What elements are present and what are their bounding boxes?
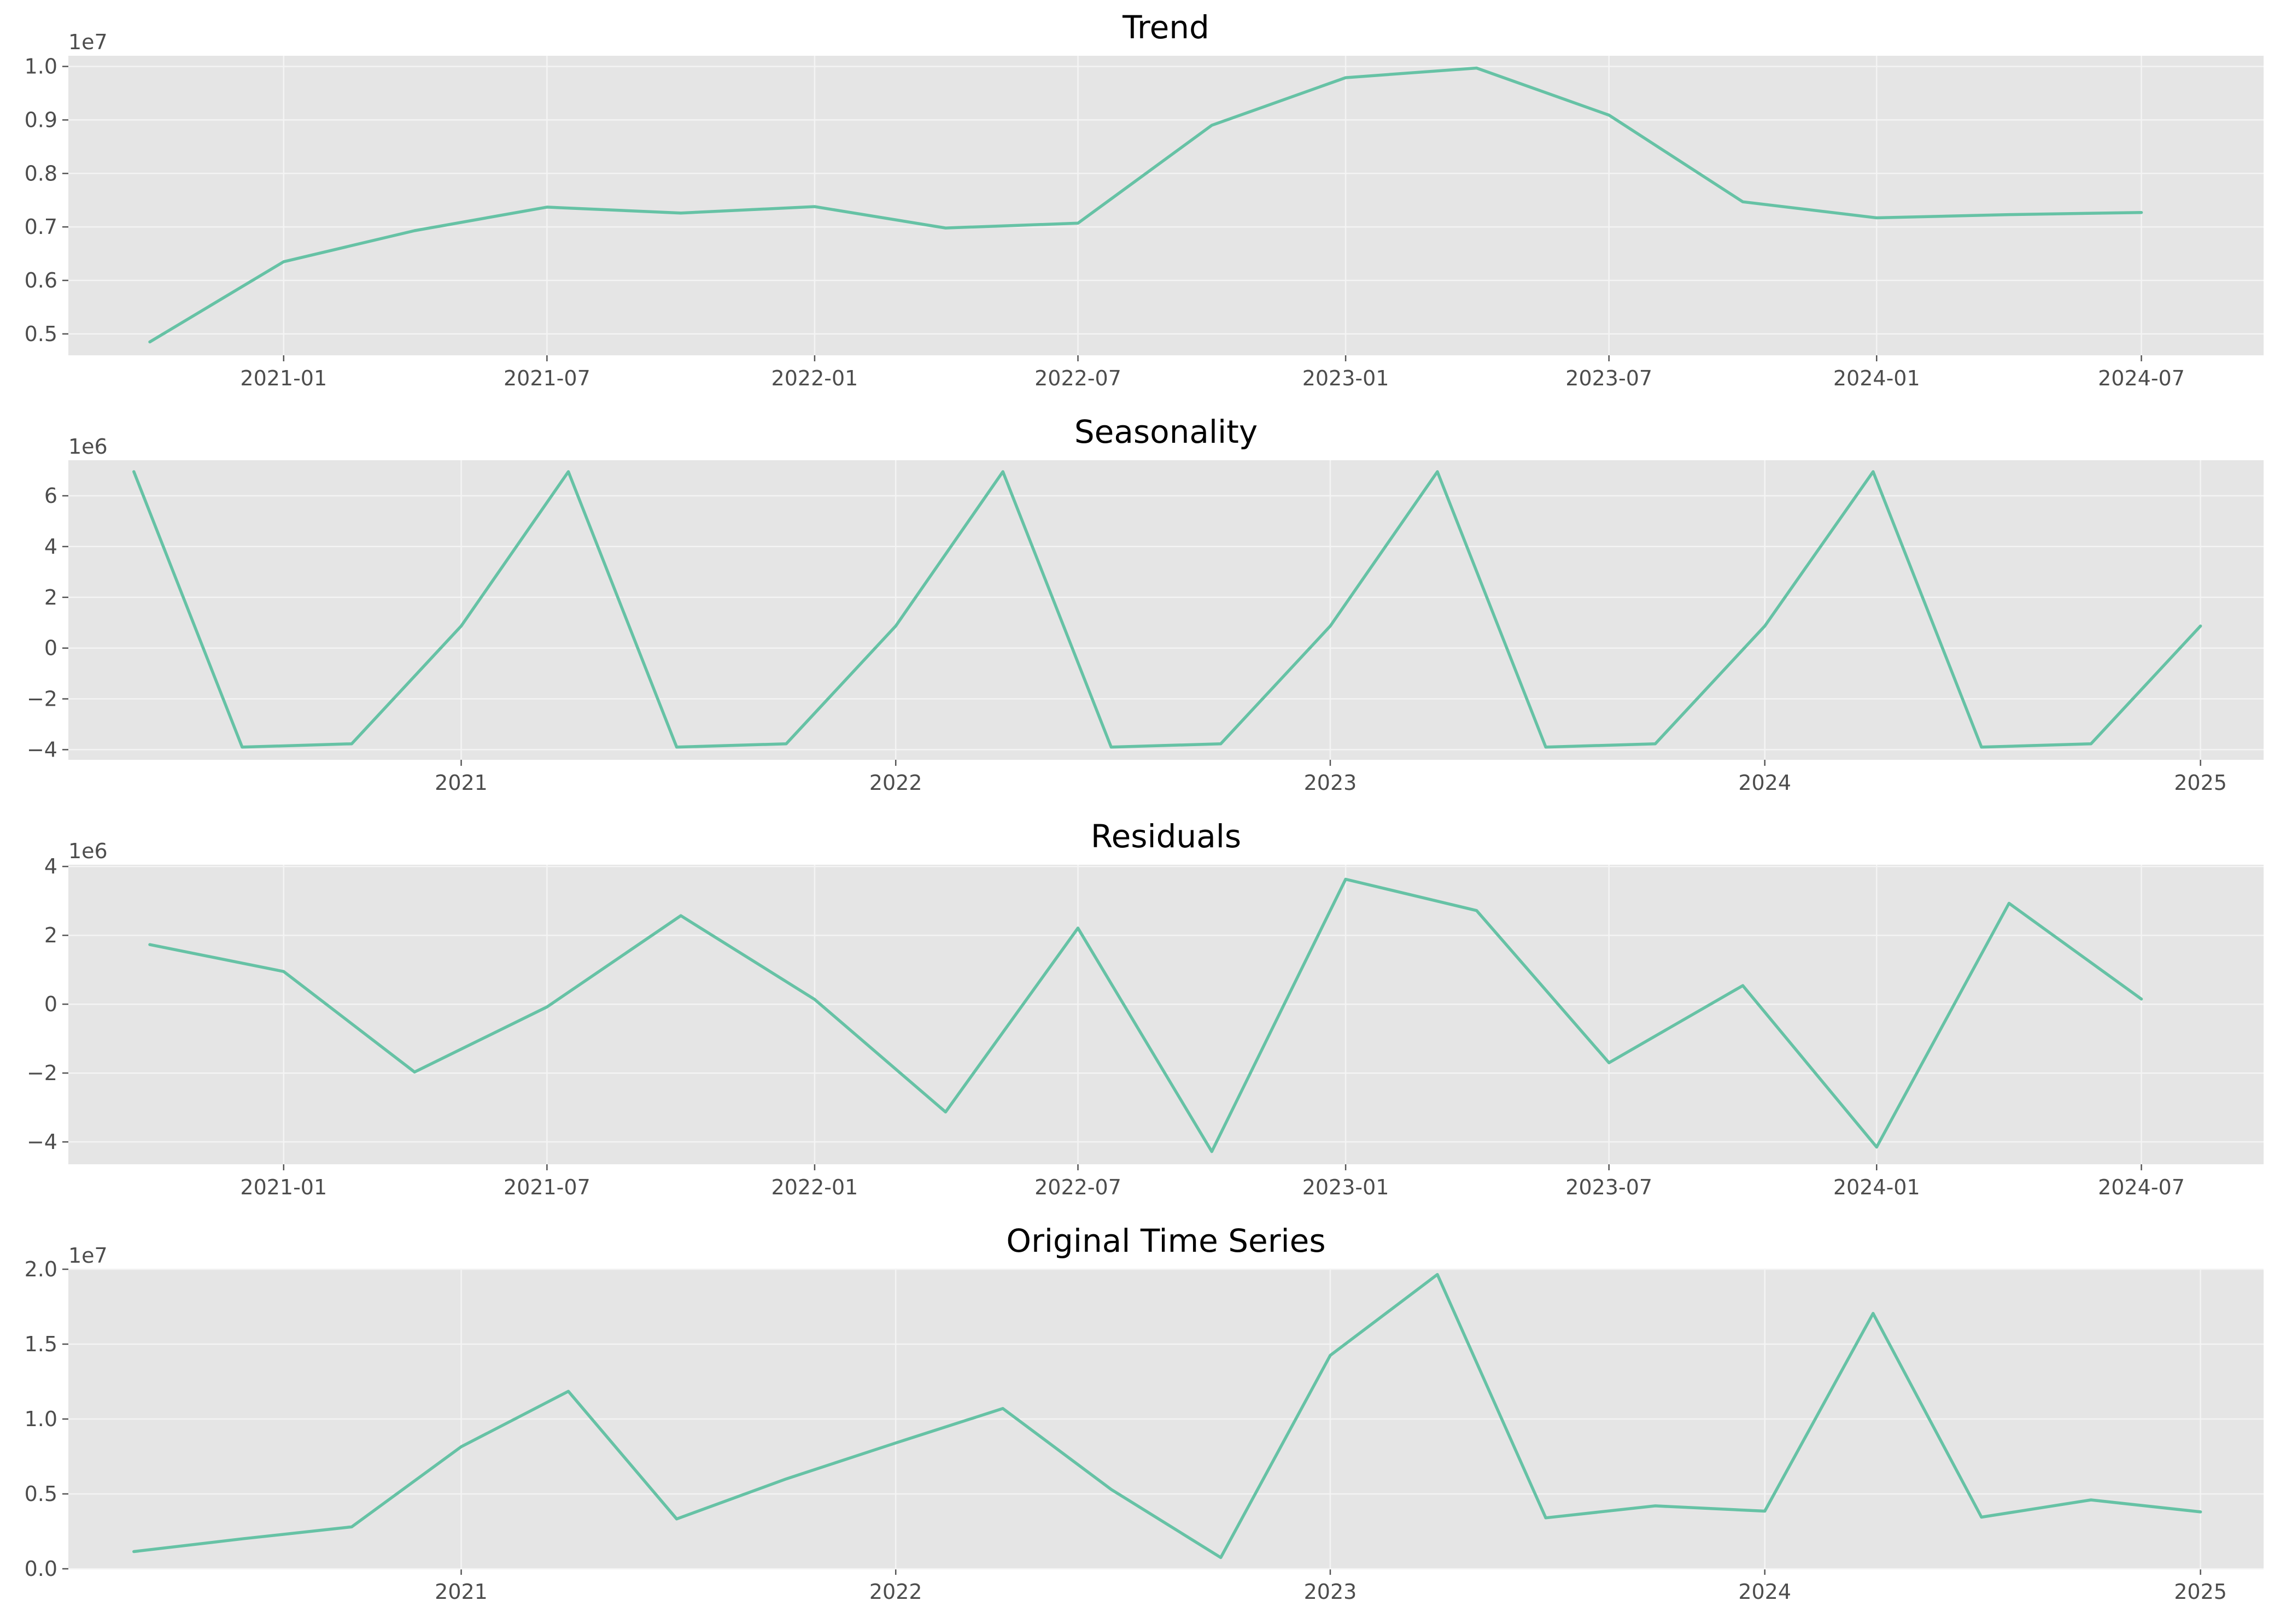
trend-x-tick-label: 2024-07 xyxy=(2098,366,2185,390)
trend-x-tick-label: 2022-07 xyxy=(1034,366,1121,390)
residuals-y-tick-label: −2 xyxy=(27,1061,57,1085)
original-x-tick-label: 2024 xyxy=(1738,1580,1791,1604)
seasonality-offset-label: 1e6 xyxy=(68,435,108,459)
trend-plot-area xyxy=(68,56,2264,355)
original-y-tick-label: 0.0 xyxy=(25,1557,57,1581)
trend-x-tick-label: 2021-01 xyxy=(240,366,327,390)
trend-y-tick-label: 1.0 xyxy=(25,55,57,79)
seasonality-x-tick-label: 2023 xyxy=(1304,771,1357,795)
residuals-series-line xyxy=(148,877,2143,1153)
residuals-x-tick-label: 2024-01 xyxy=(1833,1175,1920,1199)
residuals-x-tick-label: 2021-07 xyxy=(504,1175,591,1199)
residuals-y-tick-label: 4 xyxy=(44,854,57,878)
seasonality-series-line xyxy=(132,470,2202,749)
original-y-tick-label: 0.5 xyxy=(25,1482,57,1506)
trend-y-tick-label: 0.8 xyxy=(25,161,57,185)
seasonality-y-tick-label: 6 xyxy=(44,484,57,508)
seasonality-x-tick-label: 2021 xyxy=(435,771,488,795)
residuals-y-tick-label: 0 xyxy=(44,992,57,1016)
seasonality-title: Seasonality xyxy=(1074,413,1258,450)
trend-x-tick-label: 2021-07 xyxy=(504,366,591,390)
residuals-panel: 2021-01 2021-07 2022-01 2022-07 2023-01 2023-… xyxy=(27,818,2264,1199)
residuals-x-tick-label: 2022-07 xyxy=(1034,1175,1121,1199)
seasonality-x-tick-label: 2025 xyxy=(2174,771,2227,795)
original-x-tick-label: 2022 xyxy=(869,1580,922,1604)
original-x-tick-label: 2023 xyxy=(1304,1580,1357,1604)
trend-y-tick-label: 0.9 xyxy=(25,108,57,132)
seasonality-y-tick-label: 2 xyxy=(44,585,57,609)
trend-panel: 2021-01 2021-07 2022-01 2022-07 2023-01 2023-… xyxy=(25,9,2264,390)
original-y-tick-label: 1.0 xyxy=(25,1407,57,1431)
trend-y-tick-label: 0.7 xyxy=(25,215,57,239)
trend-x-tick-label: 2023-01 xyxy=(1302,366,1389,390)
trend-x-tick-label: 2023-07 xyxy=(1565,366,1652,390)
residuals-plot-area xyxy=(68,865,2264,1164)
original-series-line xyxy=(132,1273,2202,1559)
residuals-x-tick-label: 2024-07 xyxy=(2098,1175,2185,1199)
trend-y-tick-label: 0.5 xyxy=(25,322,57,346)
seasonality-y-tick-label: 4 xyxy=(44,535,57,559)
seasonality-y-tick-label: −2 xyxy=(27,687,57,711)
seasonality-x-tick-label: 2024 xyxy=(1738,771,1791,795)
original-offset-label: 1e7 xyxy=(68,1244,108,1268)
seasonality-panel: 2021 2022 2023 2024 2025 −4 −2 0 2 4 6 1e6 Seasonali… xyxy=(27,413,2264,795)
original-y-tick-label: 1.5 xyxy=(25,1332,57,1356)
trend-x-tick-label: 2022-01 xyxy=(771,366,858,390)
seasonality-y-tick-label: 0 xyxy=(44,636,57,660)
residuals-offset-label: 1e6 xyxy=(68,839,108,863)
original-x-tick-label: 2021 xyxy=(435,1580,488,1604)
seasonality-plot-area xyxy=(68,460,2264,760)
residuals-y-tick-label: −4 xyxy=(27,1130,57,1154)
seasonality-y-tick-label: −4 xyxy=(27,737,57,761)
seasonality-x-tick-label: 2022 xyxy=(869,771,922,795)
original-y-tick-label: 2.0 xyxy=(25,1257,57,1281)
trend-title: Trend xyxy=(1122,9,1209,46)
trend-y-tick-label: 0.6 xyxy=(25,268,57,292)
trend-x-tick-label: 2024-01 xyxy=(1833,366,1920,390)
residuals-y-tick-label: 2 xyxy=(44,923,57,947)
original-panel: 2021 2022 2023 2024 2025 0.0 0.5 1.0 1.5 2.0 1e7 Or… xyxy=(25,1222,2264,1604)
residuals-x-tick-label: 2023-01 xyxy=(1302,1175,1389,1199)
residuals-x-tick-label: 2021-01 xyxy=(240,1175,327,1199)
original-x-tick-label: 2025 xyxy=(2174,1580,2227,1604)
residuals-x-tick-label: 2022-01 xyxy=(771,1175,858,1199)
residuals-x-tick-label: 2023-07 xyxy=(1565,1175,1652,1199)
trend-offset-label: 1e7 xyxy=(68,30,108,54)
residuals-title: Residuals xyxy=(1091,818,1241,855)
original-title: Original Time Series xyxy=(1006,1222,1325,1259)
trend-series-line xyxy=(148,66,2143,344)
